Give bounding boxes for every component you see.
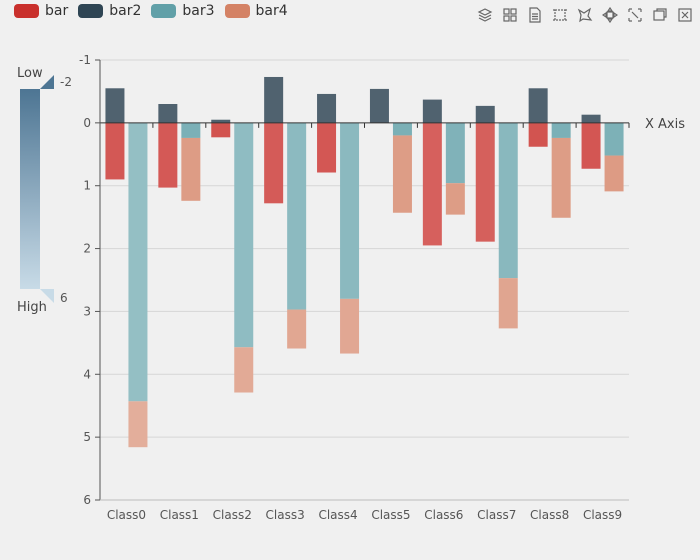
clear-selection-icon[interactable] bbox=[626, 6, 644, 24]
bar-bar3-Class7[interactable] bbox=[498, 122, 518, 279]
rect-select-icon[interactable] bbox=[551, 6, 569, 24]
legend-label-bar4: bar4 bbox=[255, 3, 288, 19]
x-tick-label: Class7 bbox=[477, 508, 516, 522]
bar-bar4-Class3[interactable] bbox=[287, 309, 307, 349]
legend-label-bar2: bar2 bbox=[109, 3, 142, 19]
visual-map-high-label: High bbox=[17, 300, 47, 315]
legend-swatch-bar4 bbox=[224, 4, 250, 18]
stack-icon[interactable] bbox=[476, 6, 494, 24]
bar-bar2-Class2[interactable] bbox=[211, 119, 231, 123]
bar-bar3-Class4[interactable] bbox=[340, 122, 360, 299]
visual-map-handle-low[interactable] bbox=[40, 75, 54, 89]
x-tick-label: Class0 bbox=[107, 508, 146, 522]
bar-bar-Class0[interactable] bbox=[105, 122, 125, 180]
bar-bar3-Class8[interactable] bbox=[551, 122, 571, 138]
lasso-select-icon[interactable] bbox=[576, 6, 594, 24]
bar-bar2-Class8[interactable] bbox=[528, 88, 548, 123]
bar-bar-Class9[interactable] bbox=[581, 122, 601, 169]
y-tick-label: 0 bbox=[83, 116, 91, 130]
bar-bar4-Class7[interactable] bbox=[498, 278, 518, 329]
legend-item-bar2[interactable]: bar2 bbox=[78, 3, 141, 19]
bar-bar2-Class5[interactable] bbox=[369, 88, 389, 123]
tiled-icon[interactable] bbox=[501, 6, 519, 24]
bar-bar4-Class4[interactable] bbox=[340, 298, 360, 354]
y-tick-label: -1 bbox=[79, 53, 91, 67]
bar-bar2-Class9[interactable] bbox=[581, 114, 601, 123]
bar-bar2-Class6[interactable] bbox=[422, 99, 442, 123]
legend-item-bar4[interactable]: bar4 bbox=[224, 3, 288, 19]
bar-bar3-Class6[interactable] bbox=[445, 122, 465, 184]
legend-item-bar3[interactable]: bar3 bbox=[151, 3, 215, 19]
close-icon[interactable] bbox=[676, 6, 694, 24]
visual-map-min-text: -2 bbox=[60, 75, 72, 89]
bar-bar2-Class4[interactable] bbox=[317, 93, 337, 123]
bar-bar2-Class0[interactable] bbox=[105, 88, 125, 123]
bar-bar4-Class8[interactable] bbox=[551, 137, 571, 218]
x-tick-label: Class8 bbox=[530, 508, 569, 522]
bar-bar3-Class5[interactable] bbox=[392, 122, 412, 136]
bar-bar3-Class1[interactable] bbox=[181, 122, 201, 138]
visual-map-bar[interactable] bbox=[20, 89, 40, 289]
legend-swatch-bar bbox=[14, 4, 39, 18]
y-tick-label: 3 bbox=[83, 304, 91, 318]
bar-bar3-Class0[interactable] bbox=[128, 122, 148, 402]
visual-map-max-text: 6 bbox=[60, 291, 68, 305]
axes: -1 0 1 2 3 4 5 6 X Axis Class0 Class1 Class2 Class3 C… bbox=[79, 53, 685, 522]
x-tick-label: Class3 bbox=[266, 508, 305, 522]
bar-bar3-Class2[interactable] bbox=[234, 122, 254, 348]
y-tick-label: 2 bbox=[83, 242, 91, 256]
bar-bar3-Class3[interactable] bbox=[287, 122, 307, 310]
bars bbox=[105, 76, 624, 448]
visual-map: Low High -2 6 bbox=[17, 66, 72, 315]
bar-bar4-Class1[interactable] bbox=[181, 137, 201, 201]
y-tick-label: 5 bbox=[83, 430, 91, 444]
legend-item-bar[interactable]: bar bbox=[14, 3, 68, 19]
bar-bar-Class4[interactable] bbox=[317, 122, 337, 173]
legend-swatch-bar2 bbox=[78, 4, 104, 18]
x-tick-label: Class4 bbox=[318, 508, 357, 522]
bar-bar-Class3[interactable] bbox=[264, 122, 284, 204]
bar-bar2-Class7[interactable] bbox=[475, 105, 495, 123]
x-axis-label: X Axis bbox=[645, 117, 685, 132]
x-tick-label: Class1 bbox=[160, 508, 199, 522]
legend-label-bar: bar bbox=[45, 3, 69, 19]
restore-icon[interactable] bbox=[651, 6, 669, 24]
x-tick-label: Class6 bbox=[424, 508, 463, 522]
bar-bar3-Class9[interactable] bbox=[604, 122, 624, 156]
visual-map-low-label: Low bbox=[17, 66, 43, 81]
bar-bar-Class7[interactable] bbox=[475, 122, 495, 242]
keep-selection-icon[interactable] bbox=[601, 6, 619, 24]
bar-bar4-Class2[interactable] bbox=[234, 347, 254, 393]
visual-map-handle-high[interactable] bbox=[40, 289, 54, 303]
toolbox bbox=[476, 6, 694, 24]
bar-bar4-Class0[interactable] bbox=[128, 401, 148, 448]
bar-bar2-Class3[interactable] bbox=[264, 76, 284, 123]
bar-bar-Class1[interactable] bbox=[158, 122, 178, 188]
x-tick-label: Class5 bbox=[371, 508, 410, 522]
y-tick-label: 6 bbox=[83, 493, 91, 507]
legend-swatch-bar3 bbox=[151, 4, 177, 18]
bar-bar-Class8[interactable] bbox=[528, 122, 548, 147]
bar-bar4-Class5[interactable] bbox=[392, 135, 412, 213]
x-tick-label: Class2 bbox=[213, 508, 252, 522]
x-tick-label: Class9 bbox=[583, 508, 622, 522]
bar-bar4-Class9[interactable] bbox=[604, 155, 624, 192]
bar-bar-Class2[interactable] bbox=[211, 122, 231, 138]
y-tick-label: 4 bbox=[83, 367, 91, 381]
legend: bar bar2 bar3 bar4 bbox=[14, 3, 288, 19]
data-view-icon[interactable] bbox=[526, 6, 544, 24]
y-tick-label: 1 bbox=[83, 179, 91, 193]
legend-label-bar3: bar3 bbox=[182, 3, 215, 19]
bar-bar2-Class1[interactable] bbox=[158, 104, 178, 123]
bar-bar4-Class6[interactable] bbox=[445, 183, 465, 215]
bar-bar-Class6[interactable] bbox=[422, 122, 442, 246]
